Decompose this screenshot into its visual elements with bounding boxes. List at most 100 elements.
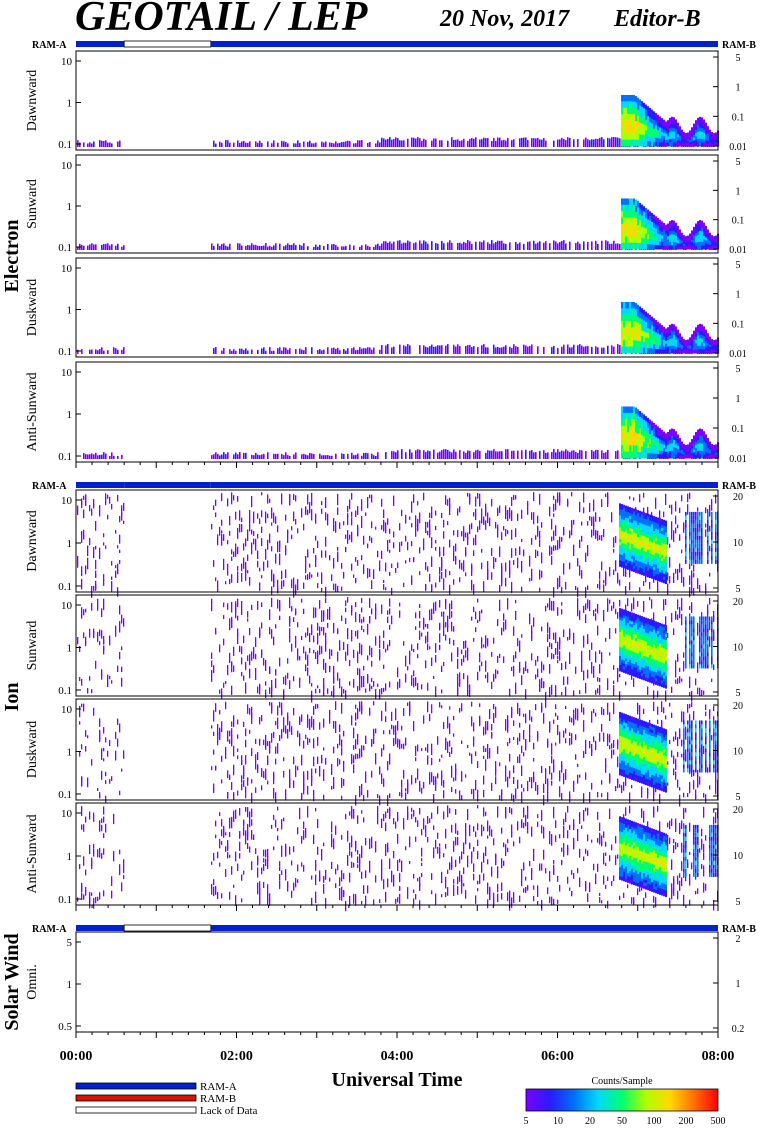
- colorbar-tick-label: 5: [524, 1116, 529, 1127]
- legend-label: RAM-A: [200, 1081, 237, 1093]
- right-tick-label: 0.01: [729, 349, 747, 360]
- right-tick-label: 10: [733, 643, 743, 654]
- ram-bar-segment: [210, 482, 718, 488]
- left-tick-label: 1: [67, 851, 73, 863]
- colorbar-title: Counts/Sample: [591, 1076, 653, 1087]
- right-tick-label: 10: [733, 538, 743, 549]
- spectrogram: [77, 805, 719, 912]
- right-tick-label: 20: [733, 597, 743, 608]
- ram-bar-segment: [123, 40, 212, 48]
- right-tick-label: 1: [736, 186, 741, 197]
- left-tick-label: 10: [61, 495, 73, 507]
- right-tick-label: 10: [733, 747, 743, 758]
- group-label: Solar Wind: [1, 933, 23, 1030]
- left-tick-label: 1: [67, 98, 73, 110]
- right-tick-label: 1: [736, 979, 741, 990]
- figure-title: GEOTAIL / LEP: [75, 0, 368, 40]
- spectrogram: [77, 301, 719, 354]
- right-tick-label: 0.1: [732, 216, 745, 227]
- right-tick-label: 20: [733, 701, 743, 712]
- panel-frame: [75, 50, 719, 151]
- ram-a-label: RAM-A: [32, 40, 67, 51]
- panel-label: Omni.: [25, 964, 40, 999]
- left-tick-label: 10: [61, 56, 73, 68]
- left-tick-label: 1: [67, 643, 73, 655]
- right-tick-label: 1: [736, 83, 741, 94]
- spectrogram: [77, 597, 719, 703]
- colorbar-tick-label: 100: [647, 1116, 662, 1127]
- left-tick-label: 1: [67, 538, 73, 550]
- ram-bar-segment: [76, 482, 125, 488]
- right-tick-label: 0.01: [729, 245, 747, 256]
- group-electron: RAM-A RAM-B Electron 10 1 0.1 5 1 0.1 0.01 Dawnwar…: [1, 40, 756, 468]
- spectrogram: [77, 94, 719, 147]
- panel-sunward: 10 1 0.1 20 10 5 Sunward: [25, 594, 743, 703]
- panel-frame: [75, 154, 719, 254]
- right-tick-label: 10: [733, 851, 743, 862]
- panel-dawnward: 10 1 0.1 20 10 5 Dawnward: [25, 489, 743, 598]
- left-tick-label: 10: [61, 704, 73, 716]
- spectrogram: [77, 198, 719, 250]
- right-tick-label: 0.2: [732, 1024, 745, 1035]
- ram-b-label: RAM-B: [722, 40, 756, 51]
- right-tick-label: 5: [736, 364, 741, 375]
- panel-sunward: 10 1 0.1 5 1 0.1 0.01 Sunward: [25, 154, 747, 256]
- right-tick-label: 5: [736, 260, 741, 271]
- right-tick-label: 5: [736, 792, 741, 803]
- x-axis-title: Universal Time: [332, 1069, 463, 1091]
- colorbar-tick-label: 500: [711, 1116, 726, 1127]
- right-tick-label: 0.1: [732, 319, 745, 330]
- left-tick-label: 10: [61, 263, 73, 275]
- panels-layer: RAM-A RAM-B Electron 10 1 0.1 5 1 0.1 0.01 Dawnwar…: [1, 40, 756, 1038]
- panel-duskward: 10 1 0.1 5 1 0.1 0.01 Duskward: [25, 257, 747, 360]
- right-tick-label: 5: [736, 53, 741, 64]
- left-tick-label: 0.1: [58, 346, 72, 358]
- figure-editor: Editor-B: [613, 6, 701, 32]
- panel-omni-: 5 1 0.5 2 1 0.2 Omni.: [25, 931, 745, 1035]
- ram-a-label: RAM-A: [32, 481, 67, 492]
- legend-swatch: [75, 1094, 197, 1102]
- right-tick-label: 0.1: [732, 112, 745, 123]
- left-tick-label: 0.5: [58, 1021, 72, 1033]
- colorbar: Counts/Sample 5 10 20 50 100 200 500: [524, 1076, 726, 1127]
- right-tick-label: 0.01: [729, 454, 747, 465]
- ram-a-label: RAM-A: [32, 924, 67, 935]
- left-tick-label: 0.1: [58, 242, 72, 254]
- ram-bar-segment: [210, 925, 718, 931]
- panel-duskward: 10 1 0.1 20 10 5 Duskward: [25, 698, 743, 807]
- group-label: Electron: [1, 220, 23, 293]
- legend-label: RAM-B: [200, 1093, 236, 1105]
- left-tick-label: 1: [67, 305, 73, 317]
- panel-frame: [75, 257, 719, 358]
- right-tick-label: 1: [736, 394, 741, 405]
- panel-label: Dawnward: [25, 510, 40, 571]
- spectrogram: [79, 701, 719, 807]
- panel-frame: [75, 698, 719, 801]
- right-tick-label: 5: [736, 897, 741, 908]
- panel-frame: [75, 489, 719, 593]
- x-tick-label: 00:00: [60, 1049, 93, 1064]
- right-tick-label: 20: [733, 492, 743, 503]
- x-tick-label: 02:00: [220, 1049, 253, 1064]
- group-label: Ion: [1, 683, 23, 712]
- left-tick-label: 10: [61, 160, 73, 172]
- left-tick-label: 0.1: [58, 581, 72, 593]
- right-tick-label: 0.01: [729, 142, 747, 153]
- panel-label: Anti-Sunward: [25, 814, 40, 893]
- legend-swatch: [75, 1082, 197, 1090]
- panel-frame: [75, 594, 719, 697]
- left-tick-label: 5: [67, 937, 73, 949]
- legend-swatch: [75, 1106, 197, 1114]
- panel-label: Anti-Sunward: [25, 372, 40, 451]
- panel-label: Duskward: [25, 721, 40, 779]
- right-tick-label: 0.1: [732, 424, 745, 435]
- right-tick-label: 5: [736, 688, 741, 699]
- left-tick-label: 1: [67, 201, 73, 213]
- right-tick-label: 20: [733, 805, 743, 816]
- panel-label: Duskward: [25, 279, 40, 337]
- overlay-layer: 00:00 02:00 04:00 06:00 08:00: [60, 1049, 735, 1064]
- left-tick-label: 1: [67, 979, 73, 991]
- panel-label: Dawnward: [25, 70, 40, 131]
